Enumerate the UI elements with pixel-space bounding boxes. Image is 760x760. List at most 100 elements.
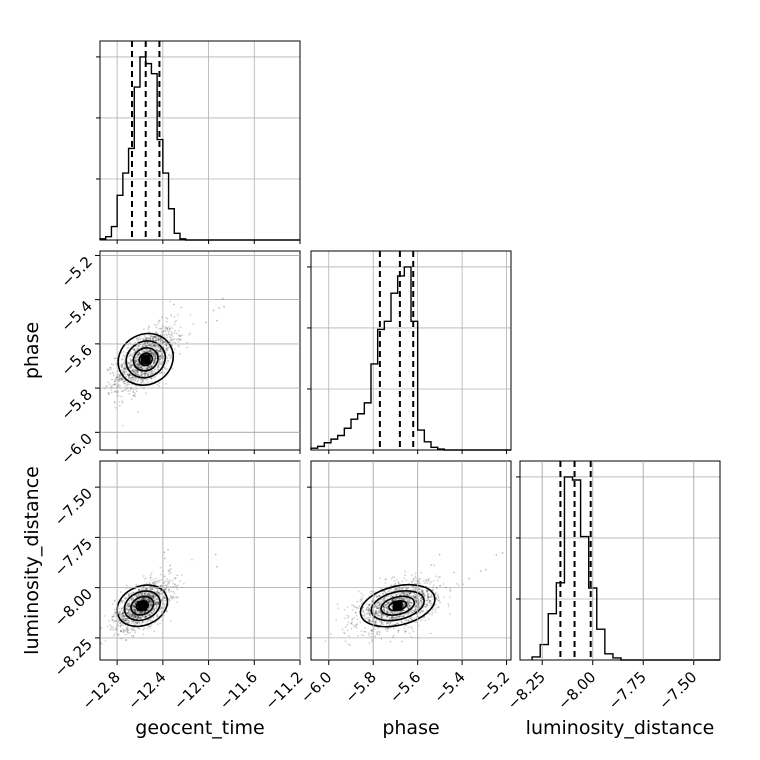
scatter-point bbox=[391, 612, 394, 615]
scatter-point bbox=[390, 617, 393, 619]
scatter-point bbox=[150, 612, 153, 615]
scatter-point bbox=[134, 616, 137, 619]
scatter-point bbox=[157, 603, 160, 605]
scatter-point bbox=[415, 579, 417, 582]
scatter-point bbox=[153, 355, 156, 358]
scatter-point bbox=[156, 598, 159, 601]
scatter-point bbox=[382, 606, 384, 609]
scatter-point bbox=[407, 591, 410, 594]
scatter-point bbox=[407, 591, 410, 594]
scatter-point bbox=[111, 603, 114, 605]
scatter-point bbox=[157, 327, 160, 330]
y-tick-label: −5.6 bbox=[58, 341, 96, 379]
scatter-point bbox=[380, 613, 383, 616]
scatter-point bbox=[153, 597, 155, 599]
scatter-point bbox=[159, 340, 162, 343]
scatter-point bbox=[171, 335, 174, 338]
scatter-point bbox=[160, 610, 163, 613]
scatter-point bbox=[437, 599, 440, 602]
scatter-point bbox=[142, 350, 145, 353]
scatter-point bbox=[367, 606, 369, 609]
scatter-point bbox=[144, 594, 147, 596]
scatter-point bbox=[143, 593, 146, 595]
scatter-point bbox=[113, 615, 115, 617]
scatter-point bbox=[155, 331, 158, 333]
scatter-point bbox=[121, 366, 124, 369]
scatter-point bbox=[399, 610, 402, 613]
scatter-point bbox=[155, 605, 158, 608]
scatter-point bbox=[163, 603, 166, 606]
scatter-point bbox=[115, 376, 117, 379]
scatter-point bbox=[152, 372, 155, 375]
scatter-point bbox=[403, 593, 406, 595]
scatter-point bbox=[140, 364, 142, 367]
scatter-point bbox=[127, 619, 130, 622]
scatter-point bbox=[149, 349, 152, 352]
scatter-point bbox=[398, 597, 401, 600]
scatter-point bbox=[145, 372, 148, 375]
scatter-point bbox=[405, 579, 408, 582]
scatter-point bbox=[173, 316, 176, 319]
scatter-point bbox=[128, 603, 131, 605]
scatter-point bbox=[402, 604, 405, 607]
scatter-point bbox=[144, 610, 147, 613]
scatter-point bbox=[435, 586, 438, 589]
scatter-point bbox=[365, 608, 368, 610]
scatter-point bbox=[150, 381, 153, 383]
scatter-point bbox=[401, 598, 404, 600]
scatter-point bbox=[154, 601, 157, 603]
scatter-point bbox=[424, 619, 427, 622]
scatter-point bbox=[414, 595, 417, 598]
scatter-point bbox=[156, 589, 159, 591]
scatter-point bbox=[132, 376, 135, 379]
scatter-point bbox=[153, 610, 156, 613]
scatter-point bbox=[130, 615, 133, 618]
scatter-point bbox=[337, 607, 340, 610]
scatter-point bbox=[387, 603, 390, 606]
scatter-point bbox=[141, 592, 143, 595]
scatter-point bbox=[117, 394, 120, 397]
x-axis-title-phase: phase bbox=[382, 717, 439, 739]
scatter-point bbox=[120, 365, 123, 368]
scatter-point bbox=[148, 350, 151, 352]
scatter-point bbox=[128, 390, 131, 392]
scatter-point bbox=[386, 627, 389, 630]
scatter-point bbox=[401, 615, 404, 617]
scatter-point bbox=[123, 371, 126, 374]
scatter-point bbox=[142, 373, 145, 375]
scatter-point bbox=[121, 400, 124, 403]
scatter-point bbox=[152, 354, 155, 357]
scatter-point bbox=[130, 376, 133, 379]
scatter-point bbox=[139, 374, 142, 377]
scatter-point bbox=[122, 614, 125, 617]
scatter-point bbox=[139, 381, 142, 384]
scatter-point bbox=[177, 584, 180, 586]
scatter-point bbox=[422, 591, 425, 594]
scatter-point bbox=[147, 380, 150, 383]
scatter-point bbox=[141, 594, 143, 596]
scatter-point bbox=[114, 390, 116, 393]
scatter-point bbox=[151, 588, 154, 591]
scatter-point bbox=[403, 627, 406, 630]
scatter-point bbox=[151, 595, 154, 598]
scatter-point bbox=[160, 331, 163, 333]
scatter-point bbox=[123, 370, 126, 373]
scatter-point bbox=[136, 337, 138, 339]
scatter-point bbox=[433, 564, 436, 567]
scatter-point bbox=[343, 631, 345, 634]
scatter-point bbox=[144, 350, 146, 353]
scatter-point bbox=[379, 610, 382, 613]
scatter-point bbox=[376, 633, 379, 636]
scatter-point bbox=[149, 614, 152, 616]
scatter-point bbox=[159, 348, 162, 351]
scatter-point bbox=[121, 379, 123, 381]
scatter-point bbox=[113, 380, 116, 383]
scatter-point bbox=[426, 591, 429, 594]
scatter-point bbox=[154, 336, 157, 338]
scatter-point bbox=[373, 620, 376, 623]
scatter-point bbox=[124, 608, 127, 611]
scatter-point bbox=[148, 614, 151, 616]
scatter-point bbox=[205, 321, 207, 324]
scatter-point bbox=[389, 585, 392, 587]
scatter-point bbox=[147, 598, 150, 601]
